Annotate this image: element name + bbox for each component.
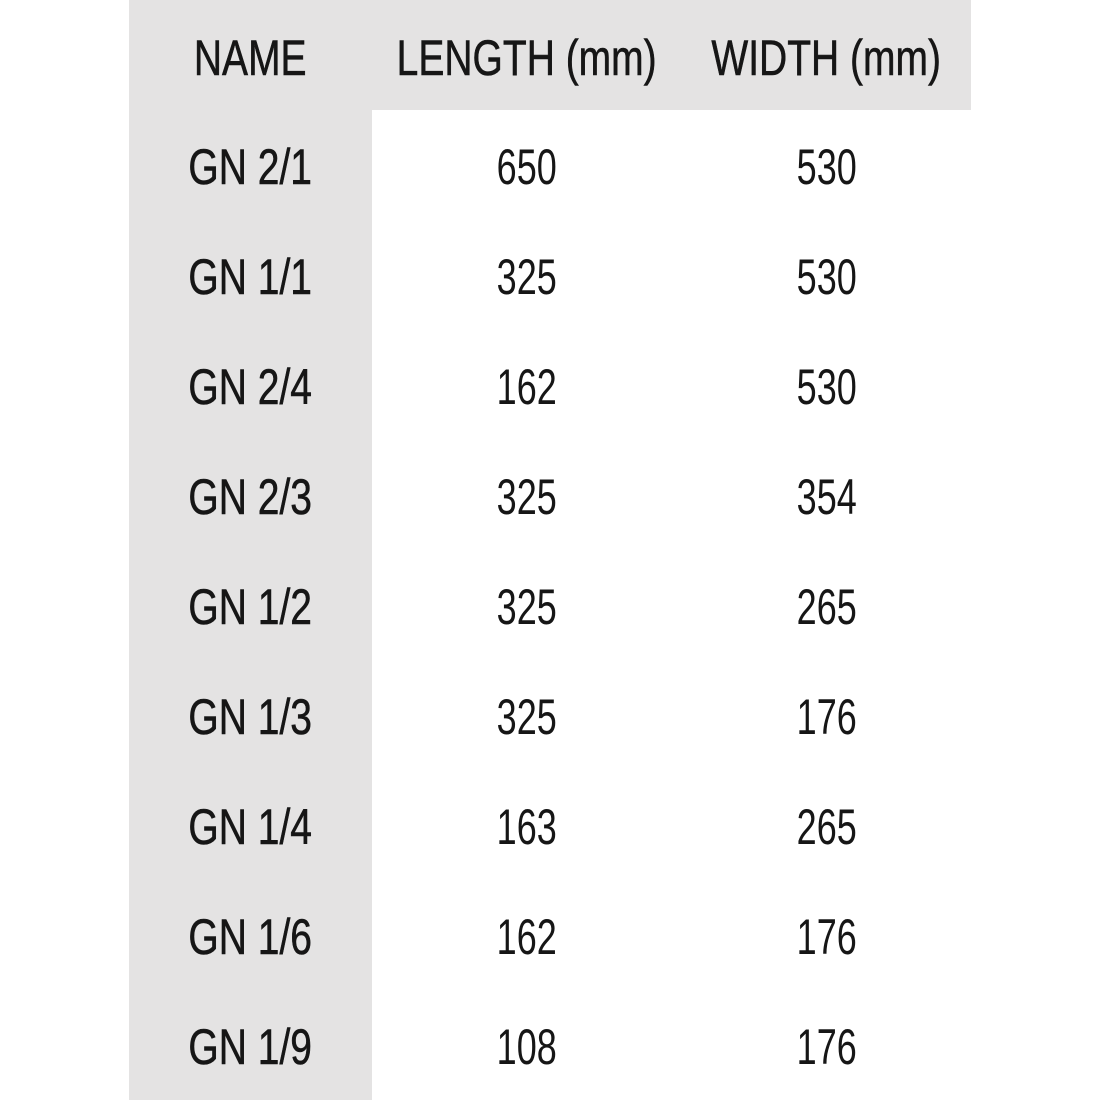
row-name-cell: GN 1/6 (129, 882, 372, 992)
cell-text: GN 1/4 (188, 799, 313, 856)
row-name-cell: GN 1/3 (129, 662, 372, 772)
row-name-cell: GN 2/1 (129, 112, 372, 222)
row-name-cell: GN 2/4 (129, 332, 372, 442)
cell-text: 265 (796, 579, 857, 635)
cell-text: GN 2/1 (188, 139, 313, 196)
cell-text: GN 1/2 (188, 579, 313, 636)
header-name: NAME (129, 3, 372, 113)
cell-text: 176 (796, 909, 857, 965)
cell-text: 530 (796, 139, 857, 195)
cell-text: 162 (496, 909, 558, 965)
row-width-cell: 265 (682, 552, 971, 662)
cell-text: GN 1/3 (188, 689, 313, 746)
row-width-cell: 530 (682, 112, 971, 222)
cell-text: 325 (496, 689, 558, 745)
cell-text: 530 (796, 359, 857, 415)
header-background (129, 0, 971, 110)
header-width: WIDTH (mm) (682, 3, 971, 113)
cell-text: 265 (796, 799, 857, 855)
row-width-cell: 530 (682, 222, 971, 332)
row-length-cell: 650 (372, 112, 682, 222)
row-width-cell: 176 (682, 992, 971, 1102)
row-length-cell: 325 (372, 222, 682, 332)
cell-text: 176 (796, 1019, 857, 1075)
row-name-cell: GN 1/1 (129, 222, 372, 332)
header-length-text: LENGTH (mm) (397, 30, 657, 87)
cell-text: GN 1/1 (188, 249, 313, 306)
cell-text: GN 2/3 (188, 469, 313, 526)
cell-text: 163 (496, 799, 558, 855)
cell-text: GN 2/4 (188, 359, 313, 416)
row-name-cell: GN 1/4 (129, 772, 372, 882)
row-length-cell: 325 (372, 552, 682, 662)
cell-text: 162 (496, 359, 558, 415)
row-length-cell: 162 (372, 882, 682, 992)
row-length-cell: 325 (372, 442, 682, 552)
cell-text: 325 (496, 249, 558, 305)
cell-text: GN 1/9 (188, 1019, 313, 1076)
row-length-cell: 325 (372, 662, 682, 772)
header-width-text: WIDTH (mm) (711, 30, 942, 87)
row-name-cell: GN 2/3 (129, 442, 372, 552)
row-length-cell: 162 (372, 332, 682, 442)
cell-text: 108 (496, 1019, 558, 1075)
cell-text: 176 (796, 689, 857, 745)
row-length-cell: 163 (372, 772, 682, 882)
row-width-cell: 265 (682, 772, 971, 882)
header-name-text: NAME (194, 30, 307, 87)
row-width-cell: 354 (682, 442, 971, 552)
header-length: LENGTH (mm) (372, 3, 682, 113)
row-width-cell: 176 (682, 662, 971, 772)
row-width-cell: 176 (682, 882, 971, 992)
cell-text: 325 (496, 469, 558, 525)
name-column-background (129, 110, 372, 1100)
cell-text: 354 (796, 469, 857, 525)
row-length-cell: 108 (372, 992, 682, 1102)
cell-text: 530 (796, 249, 857, 305)
row-width-cell: 530 (682, 332, 971, 442)
row-name-cell: GN 1/2 (129, 552, 372, 662)
cell-text: 650 (496, 139, 558, 195)
cell-text: GN 1/6 (188, 909, 313, 966)
row-name-cell: GN 1/9 (129, 992, 372, 1102)
cell-text: 325 (496, 579, 558, 635)
